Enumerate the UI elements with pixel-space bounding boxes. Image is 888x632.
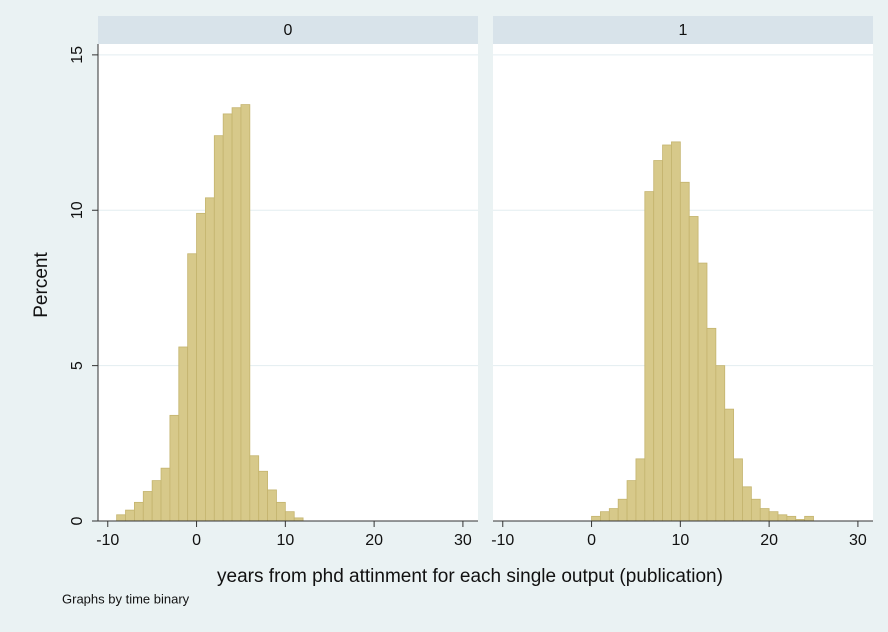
x-tick-label: 30 bbox=[454, 532, 472, 549]
y-tick-label: 5 bbox=[69, 361, 86, 370]
bar bbox=[653, 160, 663, 522]
x-tick-label: 0 bbox=[587, 532, 596, 549]
x-tick-label: -10 bbox=[491, 532, 514, 549]
bar bbox=[804, 515, 814, 522]
bar bbox=[742, 486, 752, 522]
bar bbox=[671, 141, 681, 522]
x-tick-label: 10 bbox=[276, 532, 294, 549]
bar bbox=[750, 498, 761, 522]
x-axis-label: years from phd attinment for each single… bbox=[217, 566, 723, 587]
bar bbox=[187, 253, 197, 522]
y-tick-label: 10 bbox=[69, 201, 86, 219]
bar bbox=[196, 212, 206, 522]
bar bbox=[151, 480, 162, 522]
bar bbox=[160, 467, 171, 522]
bar bbox=[249, 455, 260, 522]
bar bbox=[706, 327, 717, 522]
bar bbox=[205, 197, 215, 522]
bar bbox=[635, 458, 646, 522]
bar bbox=[768, 511, 779, 522]
bar bbox=[600, 511, 610, 522]
bar bbox=[688, 216, 699, 522]
bar bbox=[697, 262, 708, 522]
panel-header bbox=[98, 16, 478, 44]
x-tick-label: 10 bbox=[671, 532, 689, 549]
panel-header bbox=[493, 16, 873, 44]
panel-title: 0 bbox=[284, 22, 293, 39]
x-tick-label: 30 bbox=[849, 532, 867, 549]
bar bbox=[213, 135, 224, 522]
bar bbox=[276, 501, 286, 522]
bar bbox=[724, 408, 735, 522]
bar bbox=[679, 181, 690, 522]
bar bbox=[125, 509, 135, 522]
bar bbox=[231, 107, 242, 522]
note: Graphs by time binary bbox=[62, 591, 190, 606]
x-tick-label: -10 bbox=[96, 532, 119, 549]
bar bbox=[116, 514, 126, 522]
bar bbox=[134, 501, 144, 522]
bar bbox=[169, 414, 180, 522]
bar bbox=[240, 104, 251, 522]
x-tick-label: 20 bbox=[760, 532, 778, 549]
bar bbox=[142, 491, 153, 522]
y-axis-label: Percent bbox=[31, 252, 52, 318]
y-tick-label: 15 bbox=[69, 46, 86, 64]
bar bbox=[715, 365, 726, 522]
bar bbox=[267, 489, 277, 522]
bar bbox=[777, 514, 788, 522]
bar bbox=[608, 508, 619, 522]
bar bbox=[644, 191, 655, 522]
x-tick-label: 0 bbox=[192, 532, 201, 549]
plot-area bbox=[98, 44, 478, 521]
x-tick-label: 20 bbox=[365, 532, 383, 549]
bar bbox=[759, 508, 770, 522]
bar bbox=[178, 346, 189, 522]
bar bbox=[222, 113, 233, 522]
bar bbox=[786, 515, 797, 522]
bar bbox=[617, 498, 628, 522]
bar bbox=[626, 480, 637, 522]
bar bbox=[733, 458, 743, 522]
bar bbox=[662, 144, 672, 522]
bar bbox=[258, 470, 268, 522]
y-tick-label: 0 bbox=[69, 516, 86, 525]
bar bbox=[284, 511, 295, 522]
bar bbox=[591, 515, 601, 522]
panel-title: 1 bbox=[679, 22, 688, 39]
